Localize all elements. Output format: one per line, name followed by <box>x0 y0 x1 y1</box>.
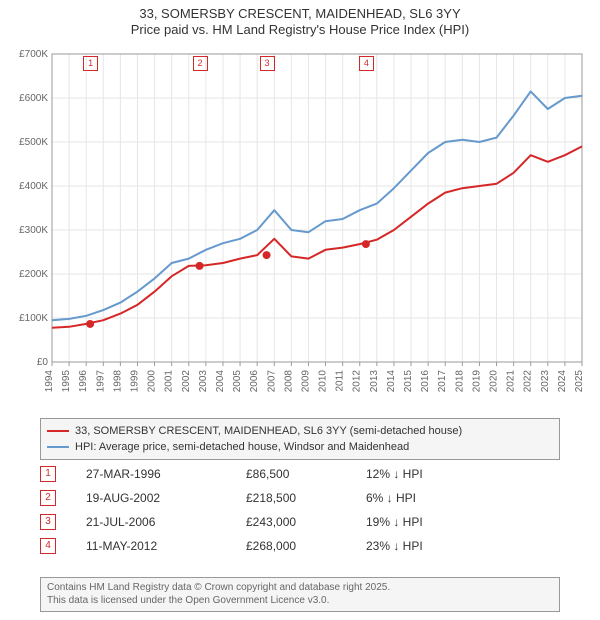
footer-line2: This data is licensed under the Open Gov… <box>47 595 553 608</box>
chart-marker-badge: 4 <box>359 56 374 71</box>
transaction-price: £243,000 <box>246 515 366 529</box>
svg-text:2018: 2018 <box>454 370 465 393</box>
svg-text:2016: 2016 <box>420 370 431 393</box>
transaction-date: 27-MAR-1996 <box>86 467 246 481</box>
title-line1: 33, SOMERSBY CRESCENT, MAIDENHEAD, SL6 3… <box>0 6 600 22</box>
legend-label-hpi: HPI: Average price, semi-detached house,… <box>75 441 409 453</box>
svg-text:1995: 1995 <box>61 370 72 393</box>
svg-text:2003: 2003 <box>198 370 209 393</box>
svg-text:£100K: £100K <box>19 313 48 324</box>
legend-swatch-price <box>47 430 69 432</box>
svg-text:2006: 2006 <box>249 370 260 393</box>
svg-text:2021: 2021 <box>506 370 517 393</box>
chart-marker-badge: 2 <box>193 56 208 71</box>
title-line2: Price paid vs. HM Land Registry's House … <box>0 22 600 38</box>
transaction-price: £86,500 <box>246 467 366 481</box>
transaction-badge: 1 <box>40 466 56 482</box>
transaction-price: £268,000 <box>246 539 366 553</box>
transaction-date: 21-JUL-2006 <box>86 515 246 529</box>
transaction-badge: 4 <box>40 538 56 554</box>
transaction-row: 3 21-JUL-2006£243,00019% ↓ HPI <box>40 510 560 534</box>
transaction-price: £218,500 <box>246 491 366 505</box>
svg-text:£400K: £400K <box>19 181 48 192</box>
legend-row-price: 33, SOMERSBY CRESCENT, MAIDENHEAD, SL6 3… <box>47 423 553 439</box>
svg-text:2025: 2025 <box>574 370 585 393</box>
svg-text:2023: 2023 <box>540 370 551 393</box>
svg-text:2007: 2007 <box>266 370 277 393</box>
legend: 33, SOMERSBY CRESCENT, MAIDENHEAD, SL6 3… <box>40 418 560 460</box>
footer-line1: Contains HM Land Registry data © Crown c… <box>47 582 553 595</box>
svg-text:1999: 1999 <box>129 370 140 393</box>
svg-text:2005: 2005 <box>232 370 243 393</box>
svg-text:2002: 2002 <box>181 370 192 393</box>
svg-text:2011: 2011 <box>335 370 346 392</box>
legend-row-hpi: HPI: Average price, semi-detached house,… <box>47 439 553 455</box>
svg-text:2013: 2013 <box>369 370 380 393</box>
transaction-delta: 23% ↓ HPI <box>366 539 560 553</box>
svg-text:2004: 2004 <box>215 370 226 393</box>
page-container: 33, SOMERSBY CRESCENT, MAIDENHEAD, SL6 3… <box>0 0 600 620</box>
svg-text:2000: 2000 <box>147 370 158 393</box>
transaction-badge: 2 <box>40 490 56 506</box>
transaction-badge: 3 <box>40 514 56 530</box>
chart-svg: £0 £100K £200K £300K £400K £500K £600K £700K 199… <box>10 48 590 408</box>
svg-text:2019: 2019 <box>471 370 482 393</box>
svg-text:£0: £0 <box>37 357 49 368</box>
svg-text:1996: 1996 <box>78 370 89 393</box>
svg-text:1994: 1994 <box>44 370 55 393</box>
transaction-date: 11-MAY-2012 <box>86 539 246 553</box>
transaction-delta: 12% ↓ HPI <box>366 467 560 481</box>
svg-text:2014: 2014 <box>386 370 397 393</box>
transaction-delta: 6% ↓ HPI <box>366 491 560 505</box>
svg-text:2015: 2015 <box>403 370 414 393</box>
legend-label-price: 33, SOMERSBY CRESCENT, MAIDENHEAD, SL6 3… <box>75 425 462 437</box>
svg-text:2008: 2008 <box>283 370 294 393</box>
attribution-footer: Contains HM Land Registry data © Crown c… <box>40 577 560 612</box>
svg-text:2009: 2009 <box>300 370 311 393</box>
svg-text:2001: 2001 <box>164 370 175 393</box>
svg-text:£300K: £300K <box>19 225 48 236</box>
transaction-row: 4 11-MAY-2012£268,00023% ↓ HPI <box>40 534 560 558</box>
chart-marker-badge: 1 <box>83 56 98 71</box>
svg-text:2024: 2024 <box>557 370 568 393</box>
svg-text:2017: 2017 <box>437 370 448 393</box>
transaction-date: 19-AUG-2002 <box>86 491 246 505</box>
svg-text:2010: 2010 <box>318 370 329 393</box>
svg-text:£600K: £600K <box>19 93 48 104</box>
svg-text:£700K: £700K <box>19 49 48 60</box>
svg-text:2020: 2020 <box>489 370 500 393</box>
chart: £0 £100K £200K £300K £400K £500K £600K £700K 199… <box>10 48 590 408</box>
legend-swatch-hpi <box>47 446 69 448</box>
svg-text:£500K: £500K <box>19 137 48 148</box>
svg-text:2012: 2012 <box>352 370 363 393</box>
svg-text:1997: 1997 <box>95 370 106 393</box>
svg-text:£200K: £200K <box>19 269 48 280</box>
transaction-delta: 19% ↓ HPI <box>366 515 560 529</box>
svg-text:1998: 1998 <box>112 370 123 393</box>
title-block: 33, SOMERSBY CRESCENT, MAIDENHEAD, SL6 3… <box>0 0 600 39</box>
chart-marker-badge: 3 <box>260 56 275 71</box>
transaction-row: 1 27-MAR-1996£86,50012% ↓ HPI <box>40 462 560 486</box>
transactions-table: 1 27-MAR-1996£86,50012% ↓ HPI 2 19-AUG-2002… <box>40 462 560 558</box>
svg-text:2022: 2022 <box>523 370 534 393</box>
transaction-row: 2 19-AUG-2002£218,5006% ↓ HPI <box>40 486 560 510</box>
